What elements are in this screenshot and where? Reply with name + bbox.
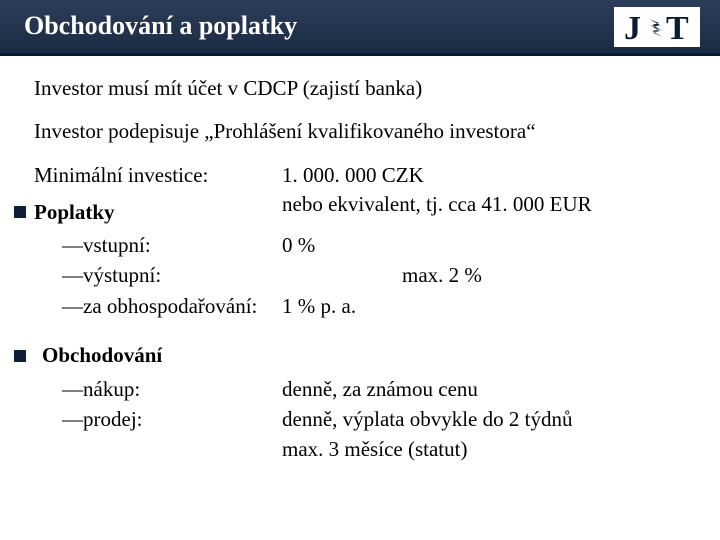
- trading-extra: max. 3 měsíce (statut): [62, 435, 694, 464]
- fee-label: —vstupní:: [62, 231, 282, 260]
- fee-value: max. 2 %: [282, 261, 694, 290]
- trading-heading: Obchodování: [34, 341, 694, 370]
- trading-items: —nákup: denně, za známou cenu —prodej: d…: [62, 375, 694, 465]
- trading-extra-value: max. 3 měsíce (statut): [282, 435, 694, 464]
- intro-line-1: Investor musí mít účet v CDCP (zajistí b…: [34, 74, 694, 103]
- trading-section: Obchodování —nákup: denně, za známou cen…: [34, 341, 694, 465]
- fee-label: —za obhospodařování:: [62, 292, 282, 321]
- min-invest-value-2: nebo ekvivalent, tj. cca 41. 000 EUR: [282, 190, 592, 219]
- bullet-icon: [14, 206, 26, 218]
- trading-item: —nákup: denně, za známou cenu: [62, 375, 694, 404]
- svg-text:T: T: [666, 10, 689, 47]
- fee-item: —za obhospodařování: 1 % p. a.: [62, 292, 694, 321]
- fee-label: —výstupní:: [62, 261, 282, 290]
- header-bar: Obchodování a poplatky J T: [0, 0, 720, 56]
- trading-heading-text: Obchodování: [42, 341, 162, 370]
- intro-line-2: Investor podepisuje „Prohlášení kvalifik…: [34, 117, 694, 146]
- bullet-icon: [14, 350, 26, 362]
- trading-extra-spacer: [62, 435, 282, 464]
- trading-label: —nákup:: [62, 375, 282, 404]
- page-title: Obchodování a poplatky: [24, 11, 297, 41]
- svg-text:J: J: [624, 10, 641, 47]
- fee-item: —výstupní: max. 2 %: [62, 261, 694, 290]
- trading-value: denně, výplata obvykle do 2 týdnů: [282, 405, 694, 434]
- fee-value: 1 % p. a.: [282, 292, 694, 321]
- content-area: Investor musí mít účet v CDCP (zajistí b…: [0, 56, 720, 476]
- fee-value: 0 %: [282, 231, 694, 260]
- logo: J T: [614, 7, 700, 47]
- jt-logo-icon: J T: [614, 7, 700, 47]
- min-invest-value-1: 1. 000. 000 CZK: [282, 161, 592, 190]
- trading-value: denně, za známou cenu: [282, 375, 694, 404]
- trading-item: —prodej: denně, výplata obvykle do 2 týd…: [62, 405, 694, 434]
- fees-heading-text: Poplatky: [34, 198, 115, 227]
- trading-label: —prodej:: [62, 405, 282, 434]
- fees-items: —vstupní: 0 % —výstupní: max. 2 % —za ob…: [62, 231, 694, 321]
- min-invest-values: 1. 000. 000 CZK nebo ekvivalent, tj. cca…: [282, 161, 592, 220]
- fee-item: —vstupní: 0 %: [62, 231, 694, 260]
